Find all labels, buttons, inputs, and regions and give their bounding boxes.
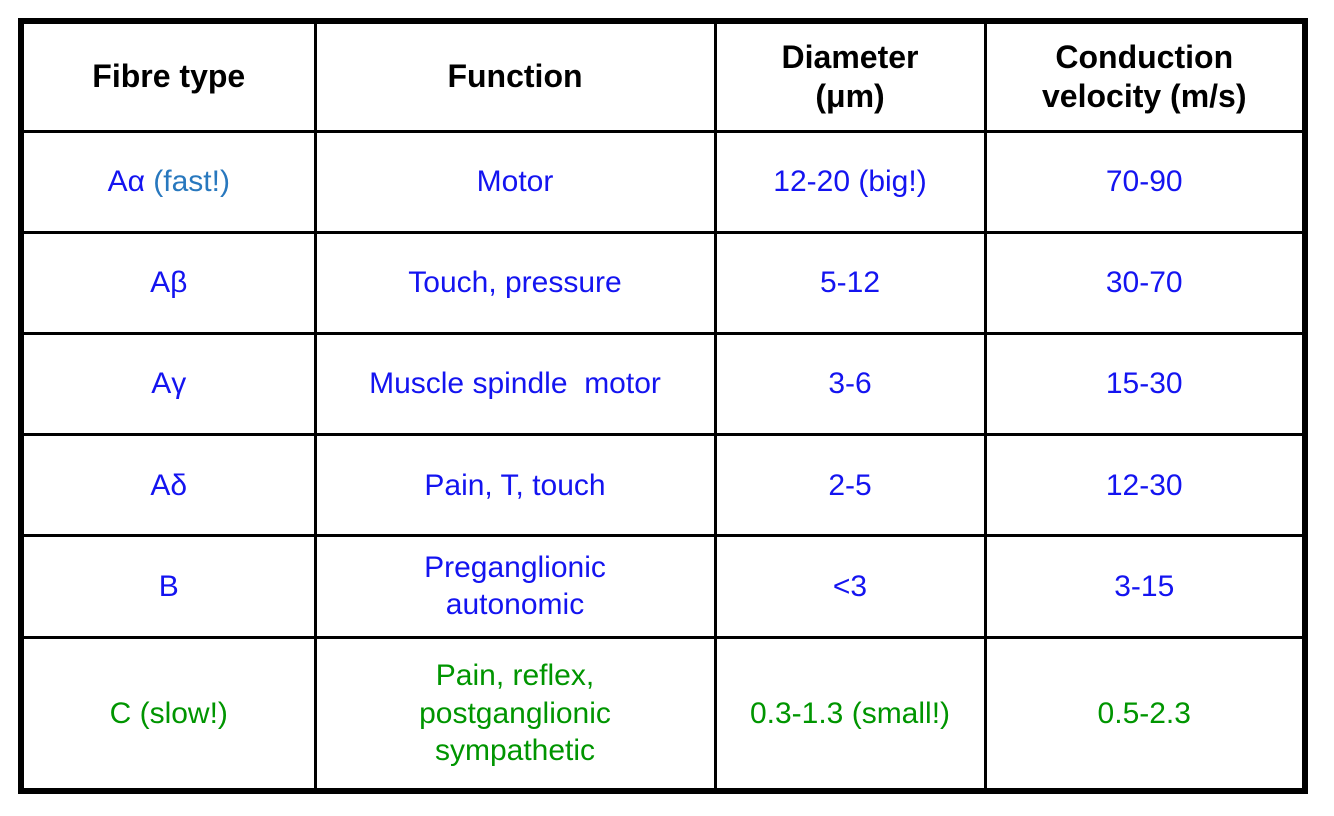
diameter-cell: <3 — [713, 534, 987, 639]
velocity-cell: 30-70 — [983, 230, 1307, 335]
table-row-a-alpha: Aα (fast!) Motor 12-20 (big!) 70-90 — [19, 129, 1307, 234]
fibre-label: Aα — [107, 164, 145, 198]
function-cell: Motor — [313, 129, 717, 234]
header-row: Fibre type Function Diameter (μm) Conduc… — [19, 19, 1307, 133]
header-label: Fibre type — [92, 58, 246, 95]
fibre-type-cell: Aβ — [19, 230, 317, 335]
fibre-type-cell: Aδ — [19, 433, 317, 538]
diameter-cell: 2-5 — [713, 433, 987, 538]
diameter-cell: 0.3-1.3 (small!) — [713, 635, 987, 793]
velocity-cell: 12-30 — [983, 433, 1307, 538]
function-cell: Touch, pressure — [313, 230, 717, 335]
table-row-a-delta: Aδ Pain, T, touch 2-5 12-30 — [19, 433, 1307, 538]
velocity-cell: 70-90 — [983, 129, 1307, 234]
velocity-cell: 0.5-2.3 — [983, 635, 1307, 793]
header-diameter: Diameter (μm) — [713, 19, 987, 133]
fibre-note: (fast!) — [153, 164, 230, 198]
table-row-a-beta: Aβ Touch, pressure 5-12 30-70 — [19, 230, 1307, 335]
fibre-type-cell: Aα (fast!) — [19, 129, 317, 234]
diameter-cell: 5-12 — [713, 230, 987, 335]
diameter-cell: 12-20 (big!) — [713, 129, 987, 234]
header-conduction-velocity: Conduction velocity (m/s) — [983, 19, 1307, 133]
table-row-b: B Preganglionic autonomic <3 3-15 — [19, 534, 1307, 639]
function-cell: Preganglionic autonomic — [313, 534, 717, 639]
velocity-cell: 15-30 — [983, 331, 1307, 437]
table-row-c: C (slow!) Pain, reflex, postganglionic s… — [19, 635, 1307, 793]
function-cell: Pain, T, touch — [313, 433, 717, 538]
function-cell: Muscle spindle motor — [313, 331, 717, 437]
diameter-cell: 3-6 — [713, 331, 987, 437]
velocity-cell: 3-15 — [983, 534, 1307, 639]
header-label: Conduction velocity (m/s) — [1041, 38, 1247, 114]
fibre-type-cell: B — [19, 534, 317, 639]
fibre-type-cell: C (slow!) — [19, 635, 317, 793]
header-function: Function — [313, 19, 717, 133]
function-cell: Pain, reflex, postganglionic sympathetic — [313, 635, 717, 793]
header-label: Function — [447, 58, 583, 95]
fibre-type-table: Fibre type Function Diameter (μm) Conduc… — [18, 18, 1308, 794]
fibre-type-cell: Aγ — [19, 331, 317, 437]
table-row-a-gamma: Aγ Muscle spindle motor 3-6 15-30 — [19, 331, 1307, 437]
header-fibre-type: Fibre type — [19, 19, 317, 133]
header-label: Diameter (μm) — [781, 38, 919, 114]
